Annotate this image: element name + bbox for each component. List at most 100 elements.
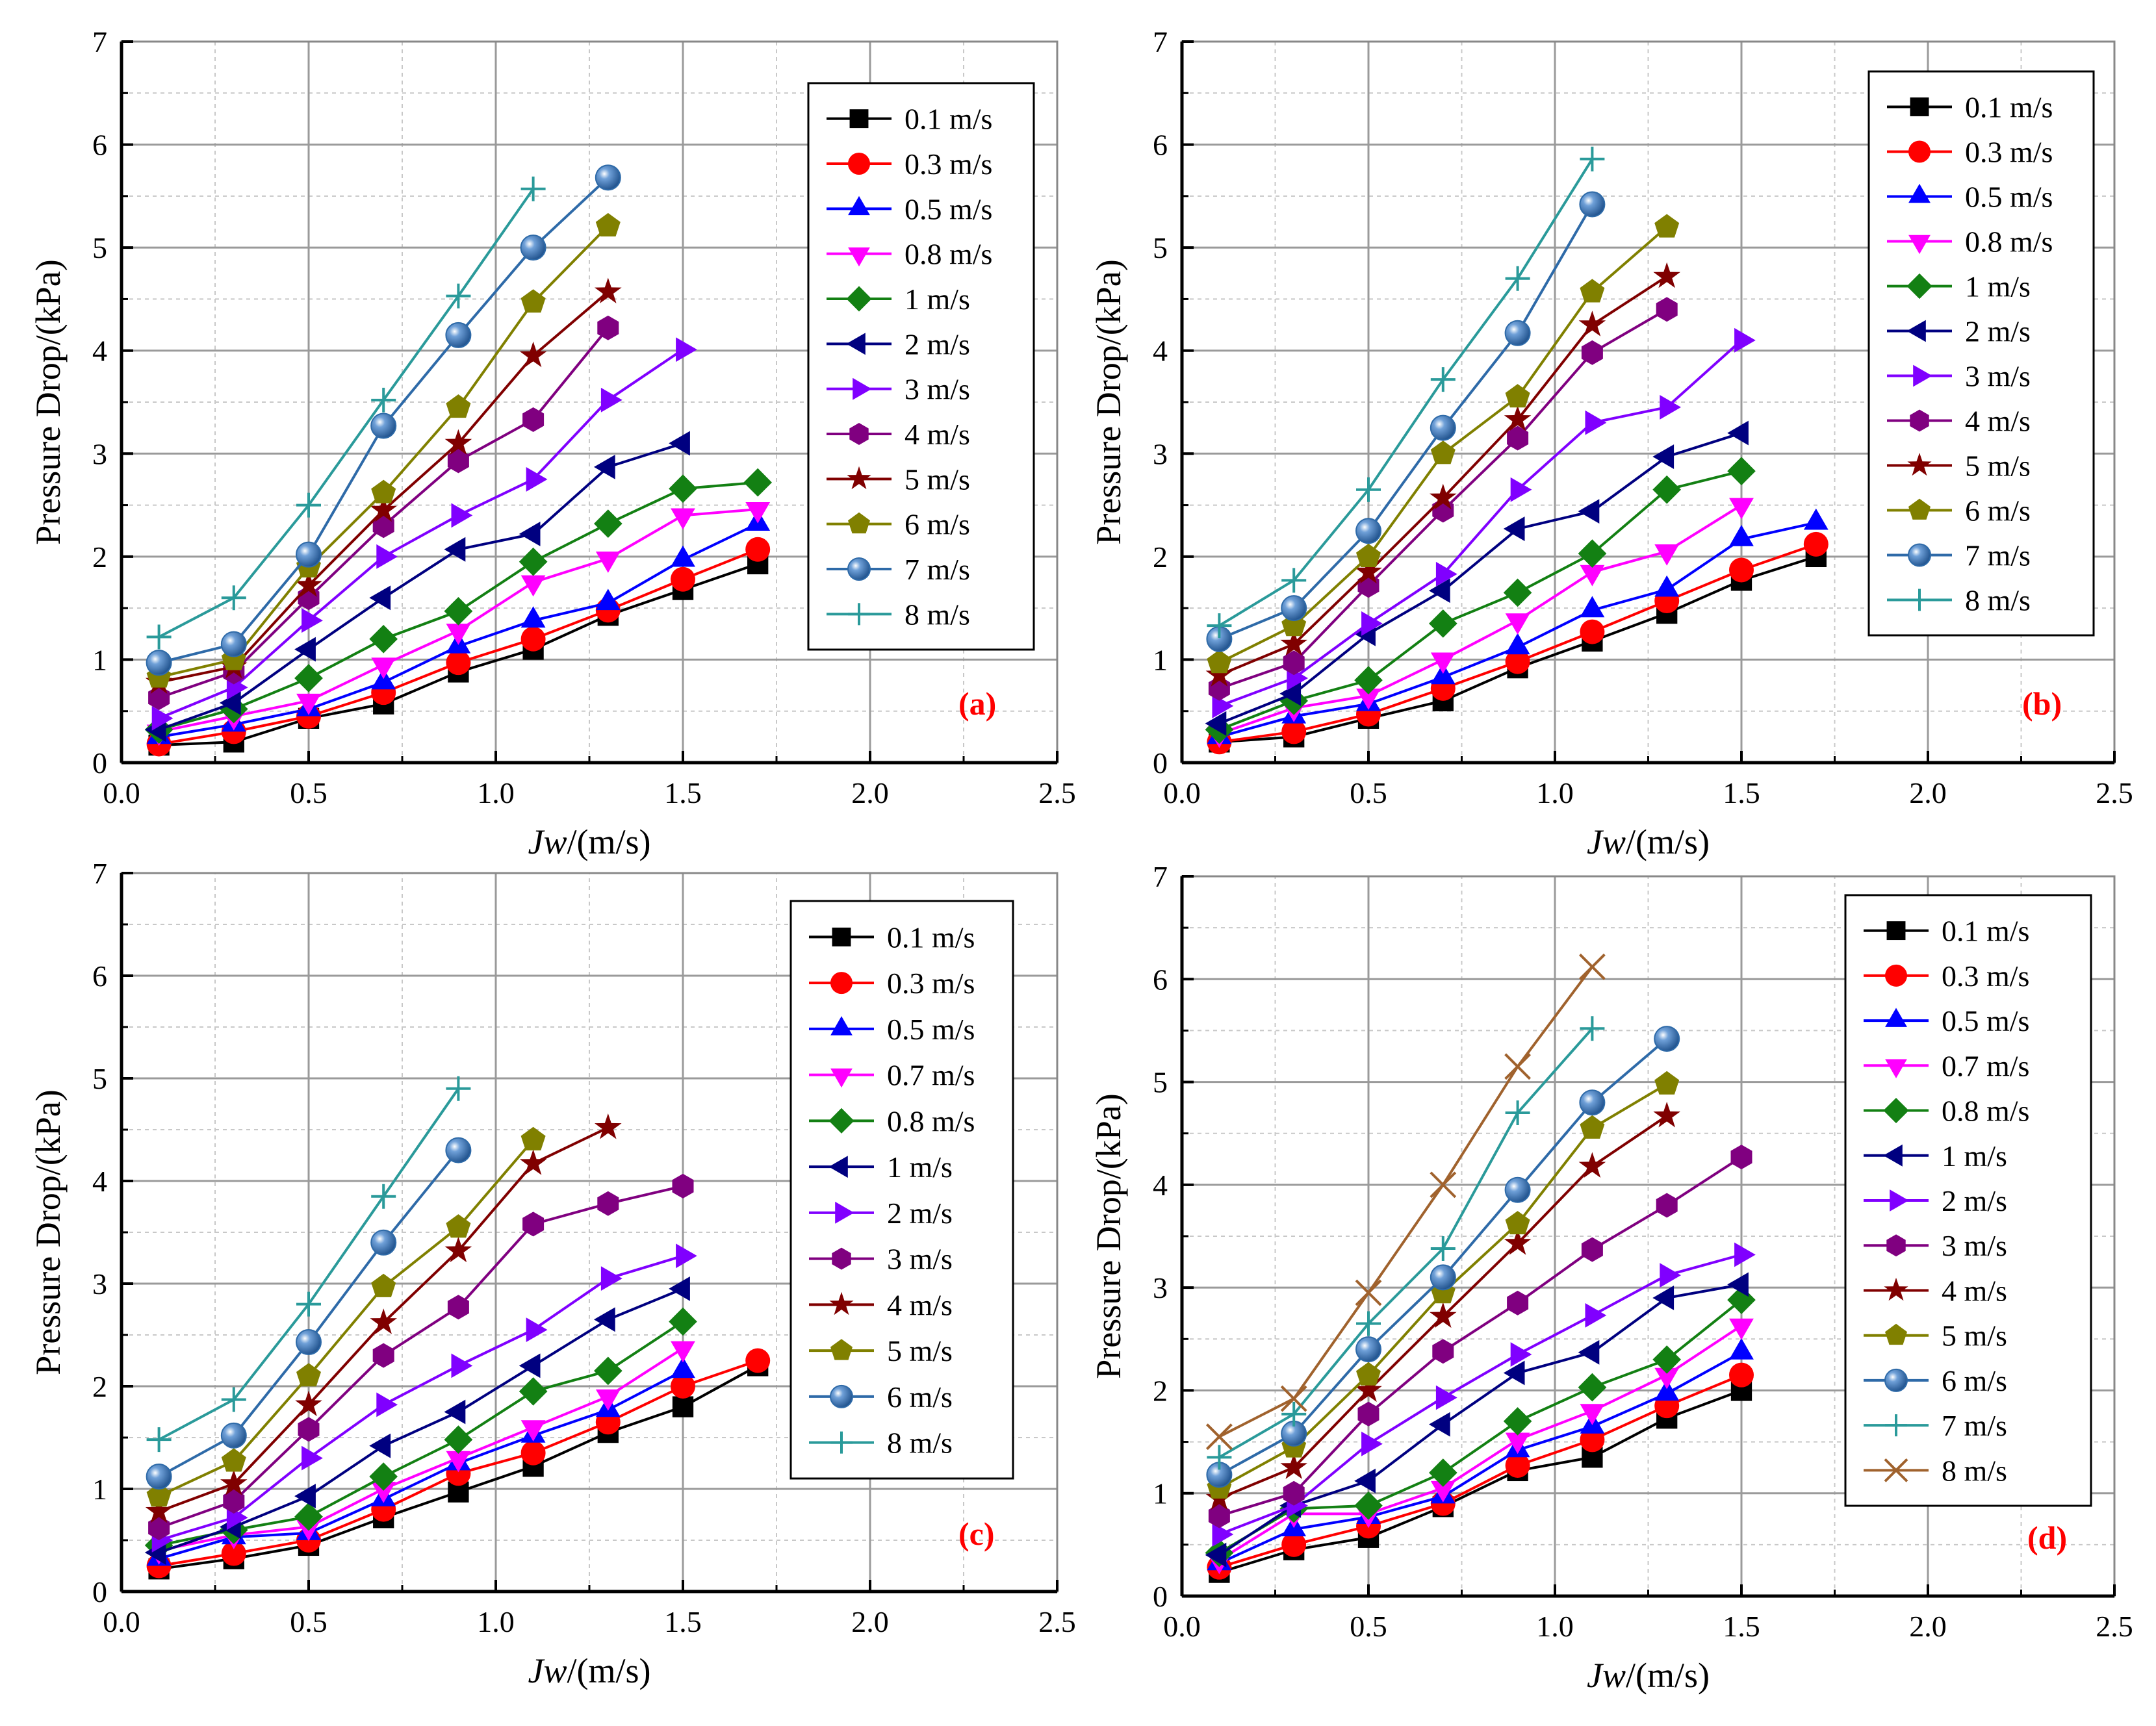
y-tick-label: 5	[1153, 1066, 1168, 1099]
legend-marker-triangle-up	[1908, 183, 1931, 203]
data-point-triangle-right	[1435, 1385, 1457, 1410]
series-7-m-s	[1206, 191, 1606, 652]
legend-marker-sphere	[1908, 543, 1931, 567]
data-point-plus	[1430, 1236, 1456, 1261]
data-point-triangle-left	[444, 1399, 466, 1425]
data-point-triangle-up	[1580, 596, 1605, 618]
data-point-circle	[221, 1541, 246, 1566]
data-point-cross	[1578, 953, 1606, 980]
data-point-star	[1578, 311, 1606, 336]
data-point-sphere	[1504, 320, 1531, 346]
y-tick-label: 6	[92, 959, 107, 993]
data-point-sphere	[220, 1422, 247, 1449]
data-point-star	[1355, 557, 1382, 584]
x-axis-title-variable: Jw	[528, 1651, 567, 1690]
data-point-pentagon	[1654, 214, 1680, 238]
legend-label: 0.3 m/s	[1965, 136, 2053, 169]
data-point-triangle-down	[1580, 565, 1605, 587]
legend-marker-circle	[1908, 140, 1931, 163]
series-line	[1218, 966, 1594, 1438]
legend-label: 8 m/s	[1942, 1454, 2007, 1487]
series-line	[158, 188, 535, 639]
data-point-triangle-left	[1727, 420, 1749, 446]
y-tick-label: 0	[92, 746, 107, 780]
data-point-circle	[1580, 619, 1605, 644]
data-point-plus	[1580, 146, 1605, 171]
legend-marker-sphere	[1884, 1368, 1908, 1392]
legend-label: 0.1 m/s	[887, 920, 975, 954]
y-axis-title: Pressure Drop/(kPa)	[1089, 1093, 1128, 1378]
data-point-plus	[1505, 1100, 1530, 1126]
series-line	[159, 1320, 684, 1547]
series-line	[1218, 431, 1742, 725]
data-point-star	[1653, 1102, 1680, 1128]
data-point-diamond	[1429, 609, 1457, 638]
series-line	[159, 1347, 684, 1552]
legend-marker-triangle-right	[853, 377, 872, 400]
data-point-triangle-right	[600, 1266, 622, 1291]
data-point-triangle-down	[520, 1420, 546, 1441]
series-line	[1218, 1325, 1743, 1562]
data-point-pentagon	[1580, 279, 1605, 303]
data-point-diamond	[1727, 457, 1756, 486]
data-point-triangle-right	[676, 1243, 697, 1269]
data-point-triangle-right	[1212, 1522, 1234, 1547]
data-point-triangle-down	[745, 502, 771, 524]
series-7-m-s	[1207, 1016, 1605, 1470]
legend-marker-star	[1884, 1277, 1908, 1301]
y-tick-label: 2	[1153, 1374, 1168, 1407]
legend-marker-sphere	[847, 557, 871, 581]
data-point-triangle-down	[595, 552, 621, 573]
legend-marker-pentagon	[848, 512, 870, 534]
data-point-triangle-up	[1803, 508, 1829, 530]
data-point-diamond	[669, 474, 697, 503]
data-point-plus	[371, 387, 396, 412]
data-point-triangle-left	[1429, 578, 1450, 603]
series-5-m-s	[146, 1126, 546, 1507]
legend-label: 7 m/s	[1942, 1409, 2007, 1442]
data-point-circle	[1281, 719, 1307, 744]
legend-label: 6 m/s	[905, 508, 970, 541]
panel-label: (b)	[2022, 685, 2062, 722]
data-point-pentagon	[1505, 1211, 1530, 1235]
legend-label: 6 m/s	[1965, 494, 2031, 527]
legend-marker-circle	[848, 153, 870, 175]
y-tick-label: 6	[1153, 963, 1168, 996]
x-axis-title: Jw/(m/s)	[1587, 822, 1710, 861]
legend-label: 7 m/s	[905, 553, 970, 586]
series-line	[1218, 1373, 1742, 1569]
data-point-diamond	[519, 1377, 548, 1406]
legend-label: 0.3 m/s	[1942, 959, 2029, 993]
data-point-pentagon	[1505, 384, 1530, 408]
data-point-star	[1355, 1376, 1382, 1402]
x-tick-label: 2.5	[2096, 1610, 2133, 1643]
y-axis-title: Pressure Drop/(kPa)	[1089, 259, 1128, 544]
legend-label: 1 m/s	[887, 1150, 953, 1184]
panel-b: 0.0 0.5 1.0 1.5 2.0 2.5 0 1 2 3 4 5 6 7 Jw/(m/s) Pressu…	[1089, 25, 2133, 861]
data-point-plus	[1356, 477, 1381, 502]
y-tick-label: 4	[92, 1165, 107, 1198]
legend-marker-sphere	[830, 1384, 853, 1408]
data-point-triangle-left	[369, 1433, 391, 1458]
data-point-triangle-up	[1654, 1379, 1680, 1401]
series-8-m-s	[146, 1076, 471, 1453]
data-point-triangle-right	[451, 503, 473, 528]
legend-marker-triangle-right	[1913, 364, 1932, 387]
data-point-hexagon	[1730, 1145, 1752, 1170]
data-point-square	[672, 1396, 694, 1417]
data-point-circle	[745, 1348, 771, 1373]
data-point-diamond	[1354, 666, 1383, 694]
data-point-diamond	[669, 1307, 697, 1336]
x-tick-label: 2.0	[851, 776, 889, 809]
data-point-plus	[221, 1387, 246, 1412]
data-point-triangle-down	[446, 1451, 471, 1473]
data-point-triangle-right	[376, 1392, 398, 1417]
data-point-diamond	[594, 1356, 622, 1386]
data-point-star	[1430, 483, 1457, 510]
data-point-diamond	[1652, 475, 1681, 504]
data-point-plus	[1430, 367, 1456, 392]
series-6-m-s	[1206, 1026, 1680, 1488]
data-point-triangle-down	[1430, 1480, 1456, 1503]
data-point-star	[595, 277, 622, 303]
data-point-star	[370, 496, 397, 522]
